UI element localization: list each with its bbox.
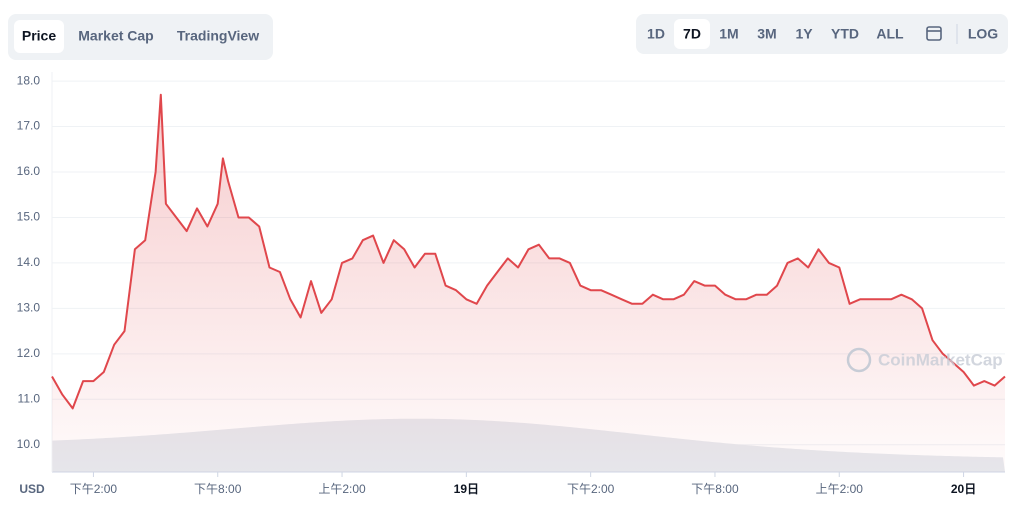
y-unit: USD: [19, 482, 45, 496]
y-tick-label: 12.0: [17, 346, 41, 360]
watermark-logo: [846, 347, 872, 373]
x-tick-label: 下午8:00: [691, 482, 739, 496]
range-button[interactable]: 1M: [719, 26, 738, 42]
x-tick-label: 下午8:00: [194, 482, 242, 496]
y-tick-label: 18.0: [17, 73, 41, 87]
range-button[interactable]: 3M: [757, 26, 776, 42]
price-area: [52, 94, 1005, 472]
range-button[interactable]: 1Y: [795, 26, 813, 42]
x-tick-label: 下午2:00: [567, 482, 615, 496]
range-button[interactable]: YTD: [831, 26, 859, 42]
range-selected: [674, 19, 710, 49]
y-tick-label: 16.0: [17, 164, 41, 178]
tab-group: [8, 14, 273, 60]
range-button[interactable]: 7D: [683, 26, 701, 42]
price-line: [51, 93, 1006, 410]
y-tick-label: 13.0: [17, 301, 41, 315]
log-button[interactable]: LOG: [968, 26, 998, 42]
y-tick-label: 15.0: [17, 210, 41, 224]
range-group: [636, 14, 1008, 54]
y-tick-label: 17.0: [17, 119, 41, 133]
x-tick-label: 19日: [454, 482, 479, 496]
y-tick-label: 10.0: [17, 437, 41, 451]
tab[interactable]: TradingView: [177, 28, 259, 44]
y-tick-label: 11.0: [18, 391, 41, 405]
calendar-icon[interactable]: [926, 26, 942, 41]
range-button[interactable]: 1D: [647, 26, 665, 42]
watermark: CoinMarketCap: [878, 350, 1003, 369]
x-tick-label: 上午2:00: [318, 482, 366, 496]
x-tick-label: 上午2:00: [816, 482, 864, 496]
x-tick-label: 20日: [951, 482, 976, 496]
y-tick-label: 14.0: [17, 255, 41, 269]
range-button[interactable]: ALL: [876, 26, 904, 42]
tab[interactable]: Market Cap: [78, 28, 153, 44]
tab[interactable]: Price: [22, 28, 56, 44]
tab-selected: [14, 20, 64, 53]
x-tick-label: 下午2:00: [70, 482, 118, 496]
